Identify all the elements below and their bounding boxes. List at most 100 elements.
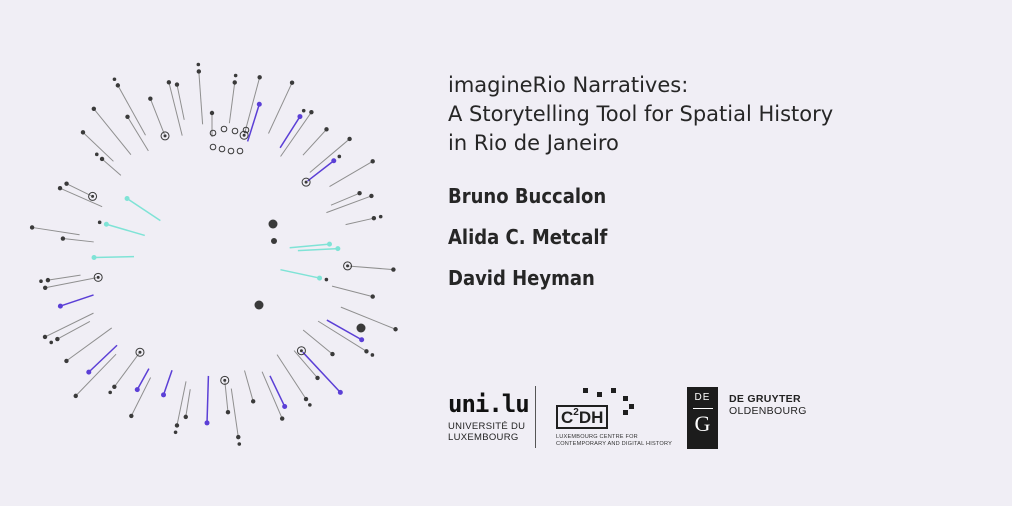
spoke-dot <box>108 390 112 395</box>
spoke-dot <box>124 196 130 202</box>
spoke-dot <box>196 69 202 74</box>
title-line-1: imagineRio Narratives: <box>448 73 689 97</box>
spoke-line <box>326 195 372 214</box>
spoke-dot <box>94 152 99 157</box>
spoke-line <box>130 377 152 417</box>
spoke-dot <box>174 82 180 87</box>
spoke-line <box>244 370 254 402</box>
spoke-dot <box>330 351 335 357</box>
spoke-line <box>246 104 261 142</box>
spoke-dot <box>297 114 303 120</box>
spoke-line <box>244 77 261 134</box>
spoke-dot <box>57 186 63 191</box>
ring-marker-center <box>346 264 350 268</box>
spoke-dot <box>129 413 134 419</box>
spoke-line <box>93 108 132 155</box>
spoke-line <box>106 223 145 237</box>
spoke-line <box>149 98 165 135</box>
spoke-dot <box>91 106 97 111</box>
author-name: Bruno Buccalon <box>448 184 607 208</box>
spoke-line <box>94 255 135 259</box>
spoke-dot <box>99 156 105 162</box>
ring-marker <box>220 375 230 385</box>
uni-lu-wordmark: uni.lu <box>448 390 530 418</box>
spoke-line <box>126 197 161 222</box>
spoke-dot <box>301 108 306 113</box>
university-luxembourg-logo: uni.lu UNIVERSITÉ DU LUXEMBOURG <box>448 390 530 443</box>
spoke-dot <box>337 154 342 159</box>
ring-marker-center <box>242 133 246 137</box>
spoke-line <box>44 312 94 338</box>
spoke-dot <box>225 409 231 415</box>
author-name: David Heyman <box>448 266 595 290</box>
small-ring <box>231 127 239 135</box>
ring-marker-center <box>96 275 100 279</box>
spoke-dot <box>337 389 343 395</box>
spoke-dot <box>55 336 60 342</box>
c2dh-rest: DH <box>578 408 604 427</box>
uni-lu-subtitle: UNIVERSITÉ DU LUXEMBOURG <box>448 421 529 443</box>
spoke-line <box>280 111 312 157</box>
small-ring <box>218 145 226 153</box>
spoke-line <box>136 368 150 391</box>
spoke-dot <box>60 236 66 241</box>
c2dh-pixel-icon <box>583 388 634 415</box>
spoke-dot <box>97 220 102 225</box>
spoke-dot <box>64 181 69 186</box>
spoke-line <box>60 294 94 307</box>
spoke-line <box>228 82 236 124</box>
spoke-line <box>349 265 394 271</box>
spoke-dot <box>91 254 97 260</box>
spoke-line <box>330 192 360 206</box>
small-ring <box>236 147 244 155</box>
spoke-dot <box>371 215 377 221</box>
spoke-dot <box>232 80 237 85</box>
ring-marker <box>343 261 353 271</box>
spoke-dot <box>370 353 375 357</box>
author-list: Bruno Buccalon Alida C. Metcalf David He… <box>448 176 607 299</box>
spoke-line <box>289 243 330 249</box>
ring-marker-center <box>138 350 142 354</box>
spoke-dot <box>73 393 78 399</box>
spoke-line <box>276 354 307 400</box>
spoke-dot <box>174 423 180 428</box>
spoke-dot <box>378 214 383 219</box>
spoke-line <box>185 389 191 417</box>
spoke-line <box>113 353 140 388</box>
spoke-line <box>168 82 183 136</box>
spoke-line <box>32 226 80 236</box>
ring-marker <box>93 272 103 282</box>
spoke-dot <box>317 275 323 281</box>
spoke-dot <box>391 267 396 272</box>
spoke-line <box>206 375 210 423</box>
spoke-line <box>66 327 113 362</box>
title-line-3: in Rio de Janeiro <box>448 131 619 155</box>
spoke-line <box>176 84 185 120</box>
spoke-dot <box>236 434 241 440</box>
spoke-line <box>101 158 122 176</box>
ring-marker-center <box>91 194 95 198</box>
spoke-dot <box>161 392 167 398</box>
spoke-line <box>331 285 373 298</box>
spoke-dot <box>315 375 320 381</box>
spoke-line <box>302 129 327 156</box>
spoke-dot <box>125 114 130 119</box>
spoke-dot <box>204 420 210 426</box>
spoke-dot <box>335 246 341 252</box>
spoke-line <box>317 320 367 352</box>
large-dot <box>271 238 277 244</box>
spoke-dot <box>237 442 242 446</box>
spoke-line <box>162 370 173 396</box>
spoke-dot <box>303 396 309 402</box>
dg-emblem-rule <box>692 408 713 409</box>
publication-title: imagineRio Narratives: A Storytelling To… <box>448 71 988 158</box>
spoke-dot <box>282 403 288 409</box>
spoke-line <box>297 247 338 252</box>
spoke-line <box>279 116 301 149</box>
spoke-line <box>230 388 239 438</box>
de-gruyter-emblem: DE G <box>687 387 718 449</box>
spoke-dot <box>148 96 153 101</box>
spoke-dot <box>115 83 121 88</box>
spoke-dot <box>357 190 362 196</box>
small-ring <box>209 143 217 151</box>
